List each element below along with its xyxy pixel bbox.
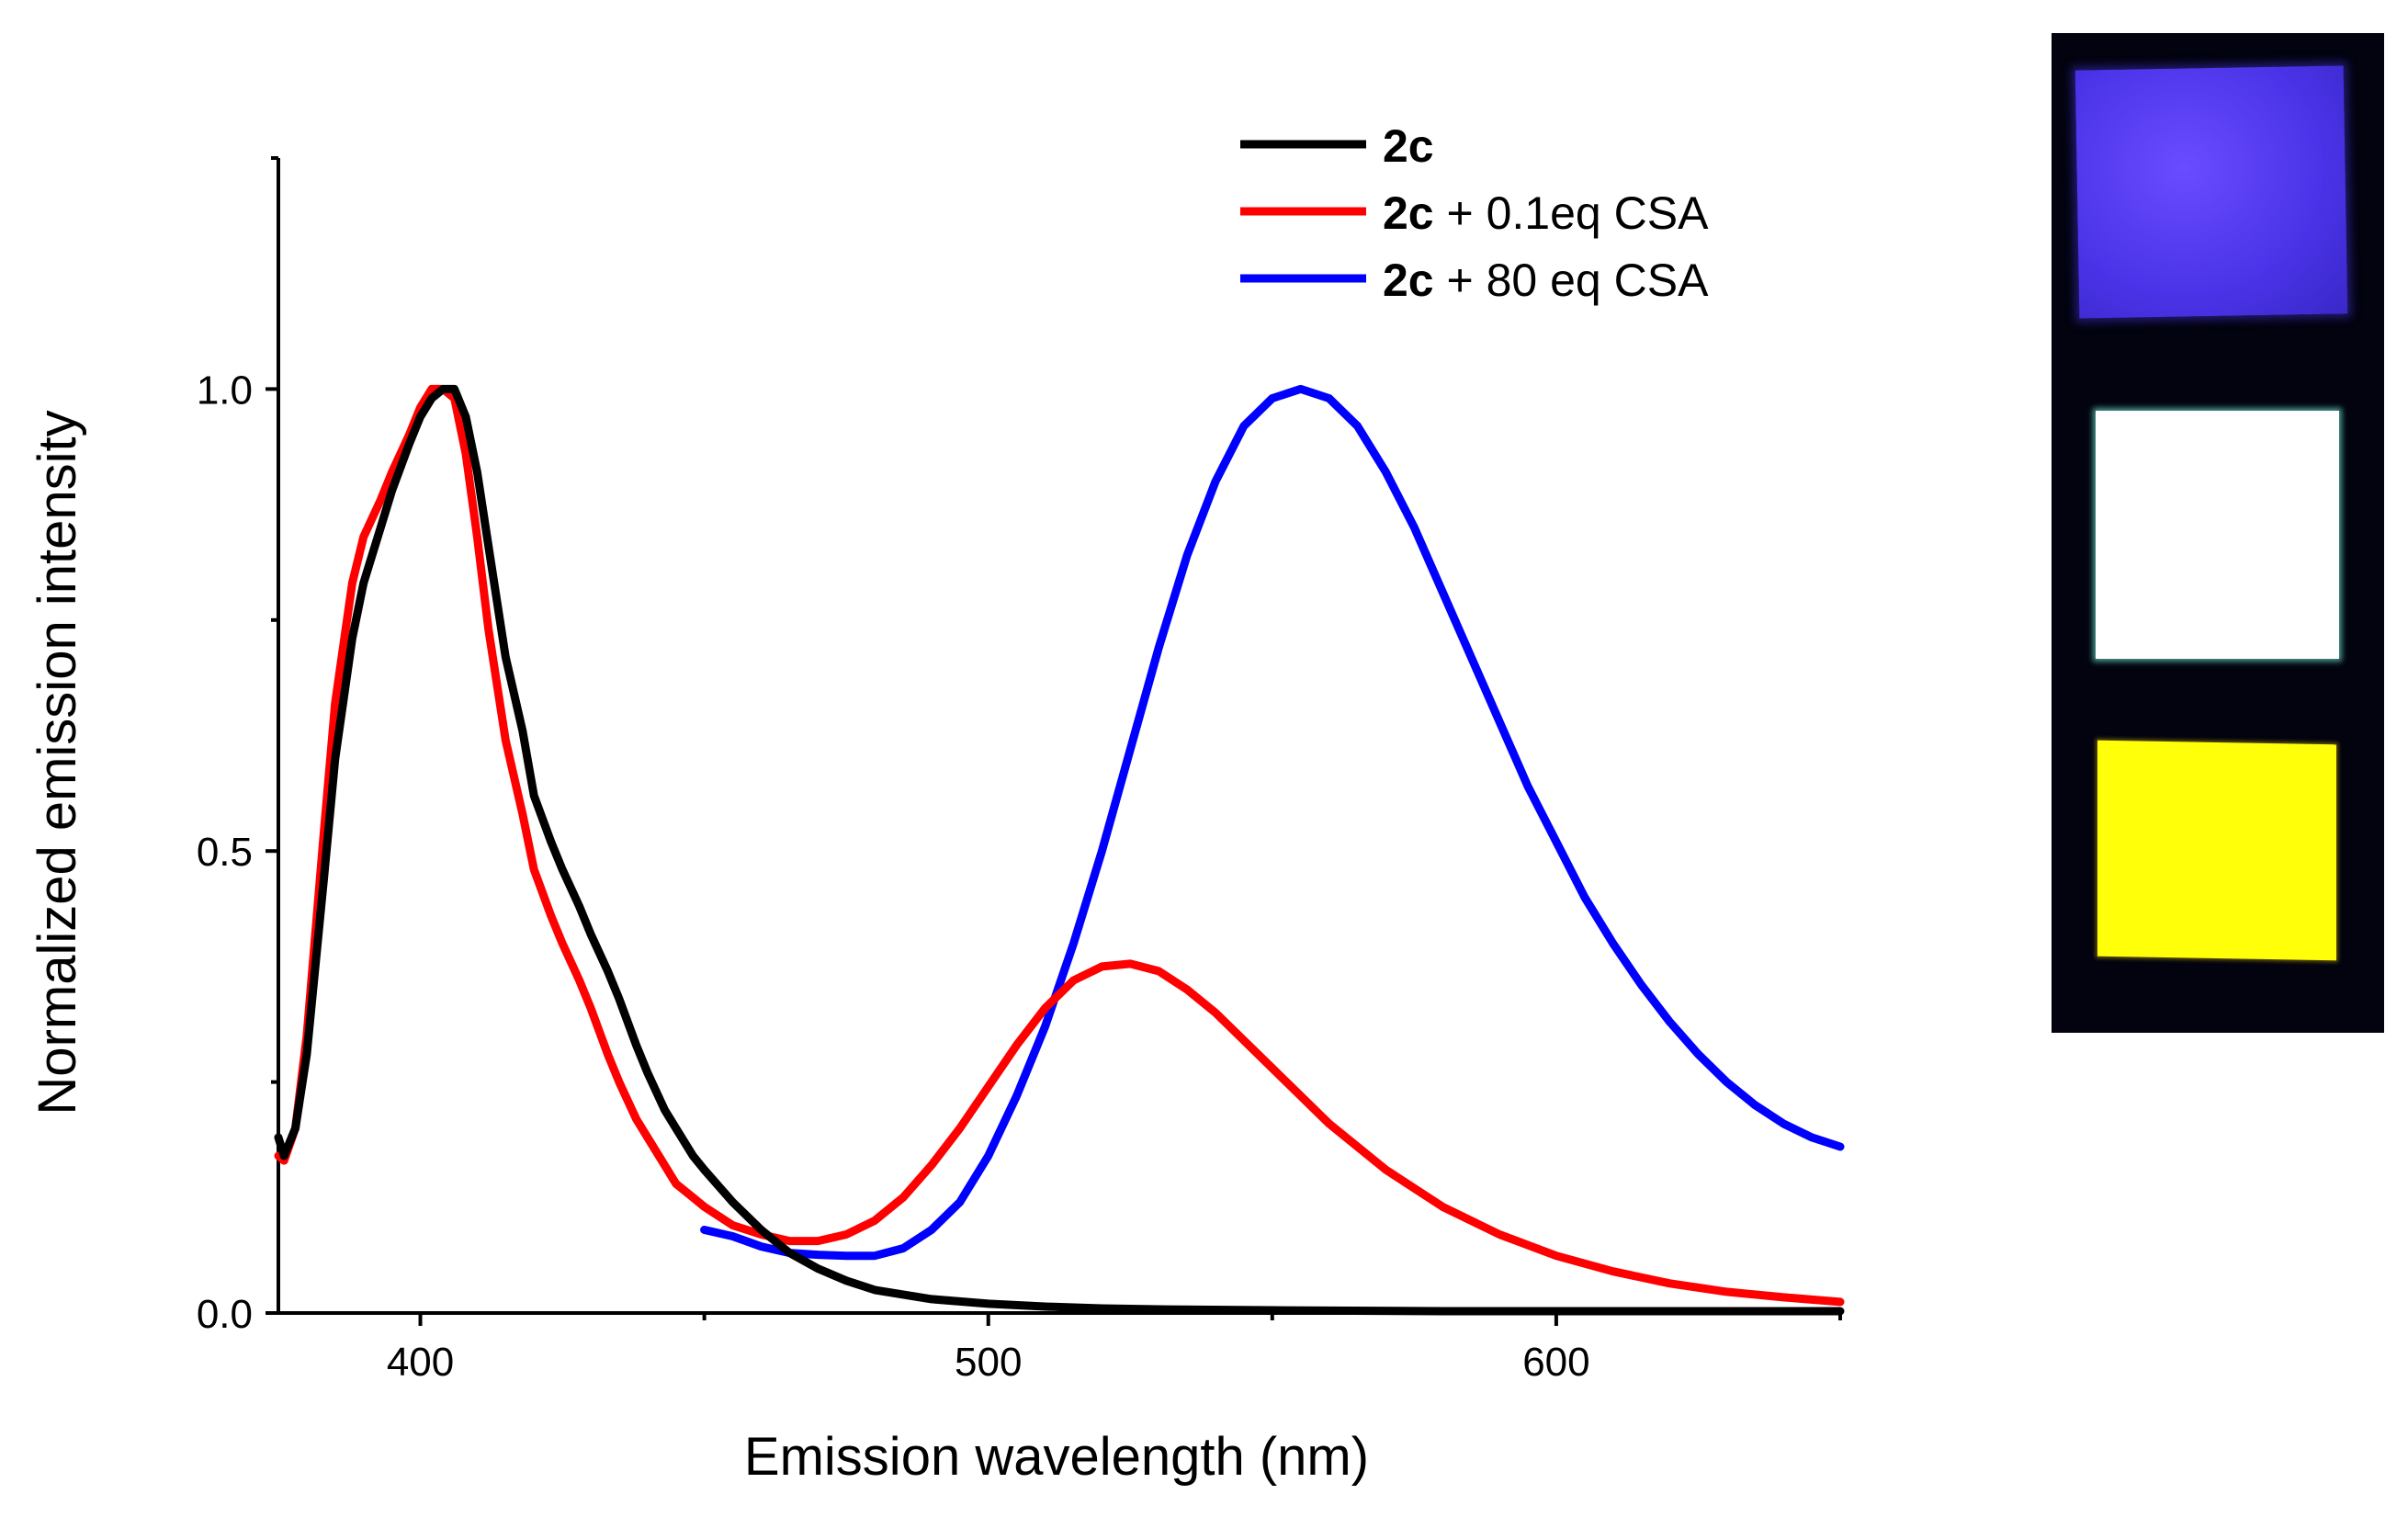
series-layer [274,384,1845,1316]
axes: 0.0 0.5 1.0 400 500 600 [197,156,1842,1385]
white-emission-film [2096,411,2339,659]
x-tick-label: 500 [955,1340,1022,1385]
legend-label-3: 2c + 80 eq CSA [1383,255,1709,306]
legend-label-bold: 2c [1383,255,1434,306]
legend-label-2: 2c + 0.1eq CSA [1383,187,1709,239]
legend-label-bold: 2c [1383,187,1434,239]
legend-label-rest: + 80 eq CSA [1434,255,1709,306]
y-tick-label: 0.5 [197,830,253,875]
violet-emission-film [2074,65,2348,319]
legend-label-1: 2c [1383,120,1434,172]
y-tick-label: 1.0 [197,368,253,413]
y-axis-label: Normalized emission intensity [28,410,87,1115]
series-line-2 [274,384,1845,1307]
series-line-3 [700,384,1845,1261]
x-tick-label: 400 [387,1340,454,1385]
yellow-emission-film [2097,740,2336,961]
legend-label-rest: + 0.1eq CSA [1434,187,1709,239]
y-tick-label: 0.0 [197,1292,253,1337]
series-line-1 [274,384,1845,1316]
x-tick-label: 600 [1522,1340,1589,1385]
photo-panel [2052,33,2384,1033]
legend-label-bold: 2c [1383,120,1434,172]
x-axis-label: Emission wavelength (nm) [744,1427,1369,1487]
